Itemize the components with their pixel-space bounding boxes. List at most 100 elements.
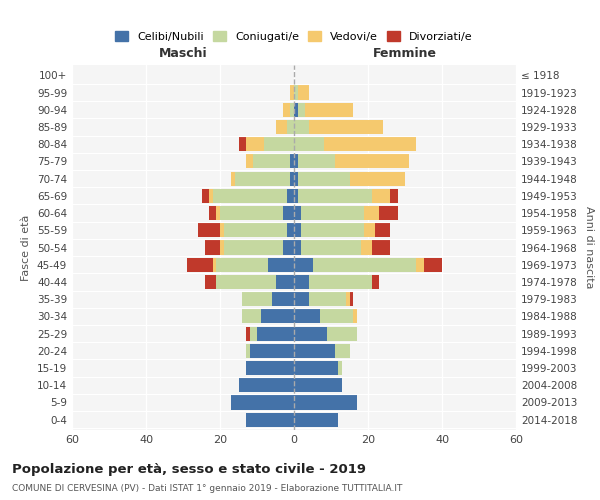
Bar <box>283 240 294 254</box>
Bar <box>294 137 323 152</box>
Bar <box>275 275 294 289</box>
Bar <box>294 378 342 392</box>
Bar <box>309 120 383 134</box>
Bar <box>294 154 298 168</box>
Bar <box>372 240 390 254</box>
Bar <box>294 344 335 358</box>
Bar <box>202 189 209 203</box>
Bar <box>290 172 294 185</box>
Text: COMUNE DI CERVESINA (PV) - Dati ISTAT 1° gennaio 2019 - Elaborazione TUTTITALIA.: COMUNE DI CERVESINA (PV) - Dati ISTAT 1°… <box>12 484 403 493</box>
Bar <box>349 292 353 306</box>
Bar <box>290 154 294 168</box>
Bar <box>335 344 349 358</box>
Bar <box>246 344 250 358</box>
Legend: Celibi/Nubili, Coniugati/e, Vedovi/e, Divorziati/e: Celibi/Nubili, Coniugati/e, Vedovi/e, Di… <box>111 27 477 46</box>
Bar <box>338 361 342 375</box>
Bar <box>198 223 220 238</box>
Bar <box>231 172 235 185</box>
Bar <box>364 223 376 238</box>
Bar <box>224 240 283 254</box>
Bar <box>283 206 294 220</box>
Bar <box>313 258 416 272</box>
Bar <box>323 137 416 152</box>
Bar <box>294 412 338 426</box>
Bar <box>361 240 372 254</box>
Bar <box>231 396 294 409</box>
Bar <box>205 275 217 289</box>
Bar <box>294 189 298 203</box>
Bar <box>294 86 298 100</box>
Bar <box>294 120 309 134</box>
Bar <box>250 326 257 340</box>
Bar <box>246 137 265 152</box>
Bar <box>294 223 301 238</box>
Bar <box>305 102 353 117</box>
Bar <box>294 292 309 306</box>
Bar <box>298 172 349 185</box>
Bar <box>298 86 309 100</box>
Bar <box>275 120 287 134</box>
Bar <box>246 326 250 340</box>
Bar <box>242 310 260 324</box>
Bar <box>257 326 294 340</box>
Bar <box>301 223 364 238</box>
Bar <box>224 223 287 238</box>
Bar <box>346 292 349 306</box>
Bar <box>294 326 328 340</box>
Bar <box>205 240 220 254</box>
Bar <box>287 223 294 238</box>
Text: Femmine: Femmine <box>373 47 437 60</box>
Bar <box>294 275 309 289</box>
Text: Popolazione per età, sesso e stato civile - 2019: Popolazione per età, sesso e stato civil… <box>12 462 366 475</box>
Bar <box>294 361 338 375</box>
Bar <box>372 189 390 203</box>
Bar <box>283 102 290 117</box>
Bar <box>372 275 379 289</box>
Bar <box>309 275 372 289</box>
Bar <box>294 396 357 409</box>
Bar <box>390 189 398 203</box>
Bar <box>349 172 405 185</box>
Bar <box>253 154 290 168</box>
Bar <box>294 310 320 324</box>
Bar <box>212 189 287 203</box>
Bar <box>235 172 290 185</box>
Bar <box>250 344 294 358</box>
Bar <box>287 120 294 134</box>
Bar <box>294 206 301 220</box>
Bar <box>309 292 346 306</box>
Bar <box>298 102 305 117</box>
Bar <box>298 189 372 203</box>
Bar <box>209 189 212 203</box>
Y-axis label: Fasce di età: Fasce di età <box>22 214 31 280</box>
Bar <box>294 172 298 185</box>
Bar <box>212 258 217 272</box>
Bar <box>301 206 364 220</box>
Bar <box>187 258 212 272</box>
Bar <box>242 292 272 306</box>
Text: Maschi: Maschi <box>158 47 208 60</box>
Bar <box>301 240 361 254</box>
Bar <box>424 258 442 272</box>
Bar <box>379 206 398 220</box>
Bar <box>268 258 294 272</box>
Bar <box>272 292 294 306</box>
Bar <box>320 310 353 324</box>
Bar <box>290 102 294 117</box>
Bar <box>220 240 224 254</box>
Bar <box>239 137 246 152</box>
Bar <box>287 189 294 203</box>
Bar <box>239 378 294 392</box>
Bar <box>220 206 283 220</box>
Bar <box>260 310 294 324</box>
Bar <box>220 223 224 238</box>
Bar <box>246 412 294 426</box>
Y-axis label: Anni di nascita: Anni di nascita <box>584 206 594 289</box>
Bar <box>416 258 424 272</box>
Bar <box>294 102 298 117</box>
Bar <box>217 206 220 220</box>
Bar <box>209 206 217 220</box>
Bar <box>294 258 313 272</box>
Bar <box>246 361 294 375</box>
Bar <box>364 206 379 220</box>
